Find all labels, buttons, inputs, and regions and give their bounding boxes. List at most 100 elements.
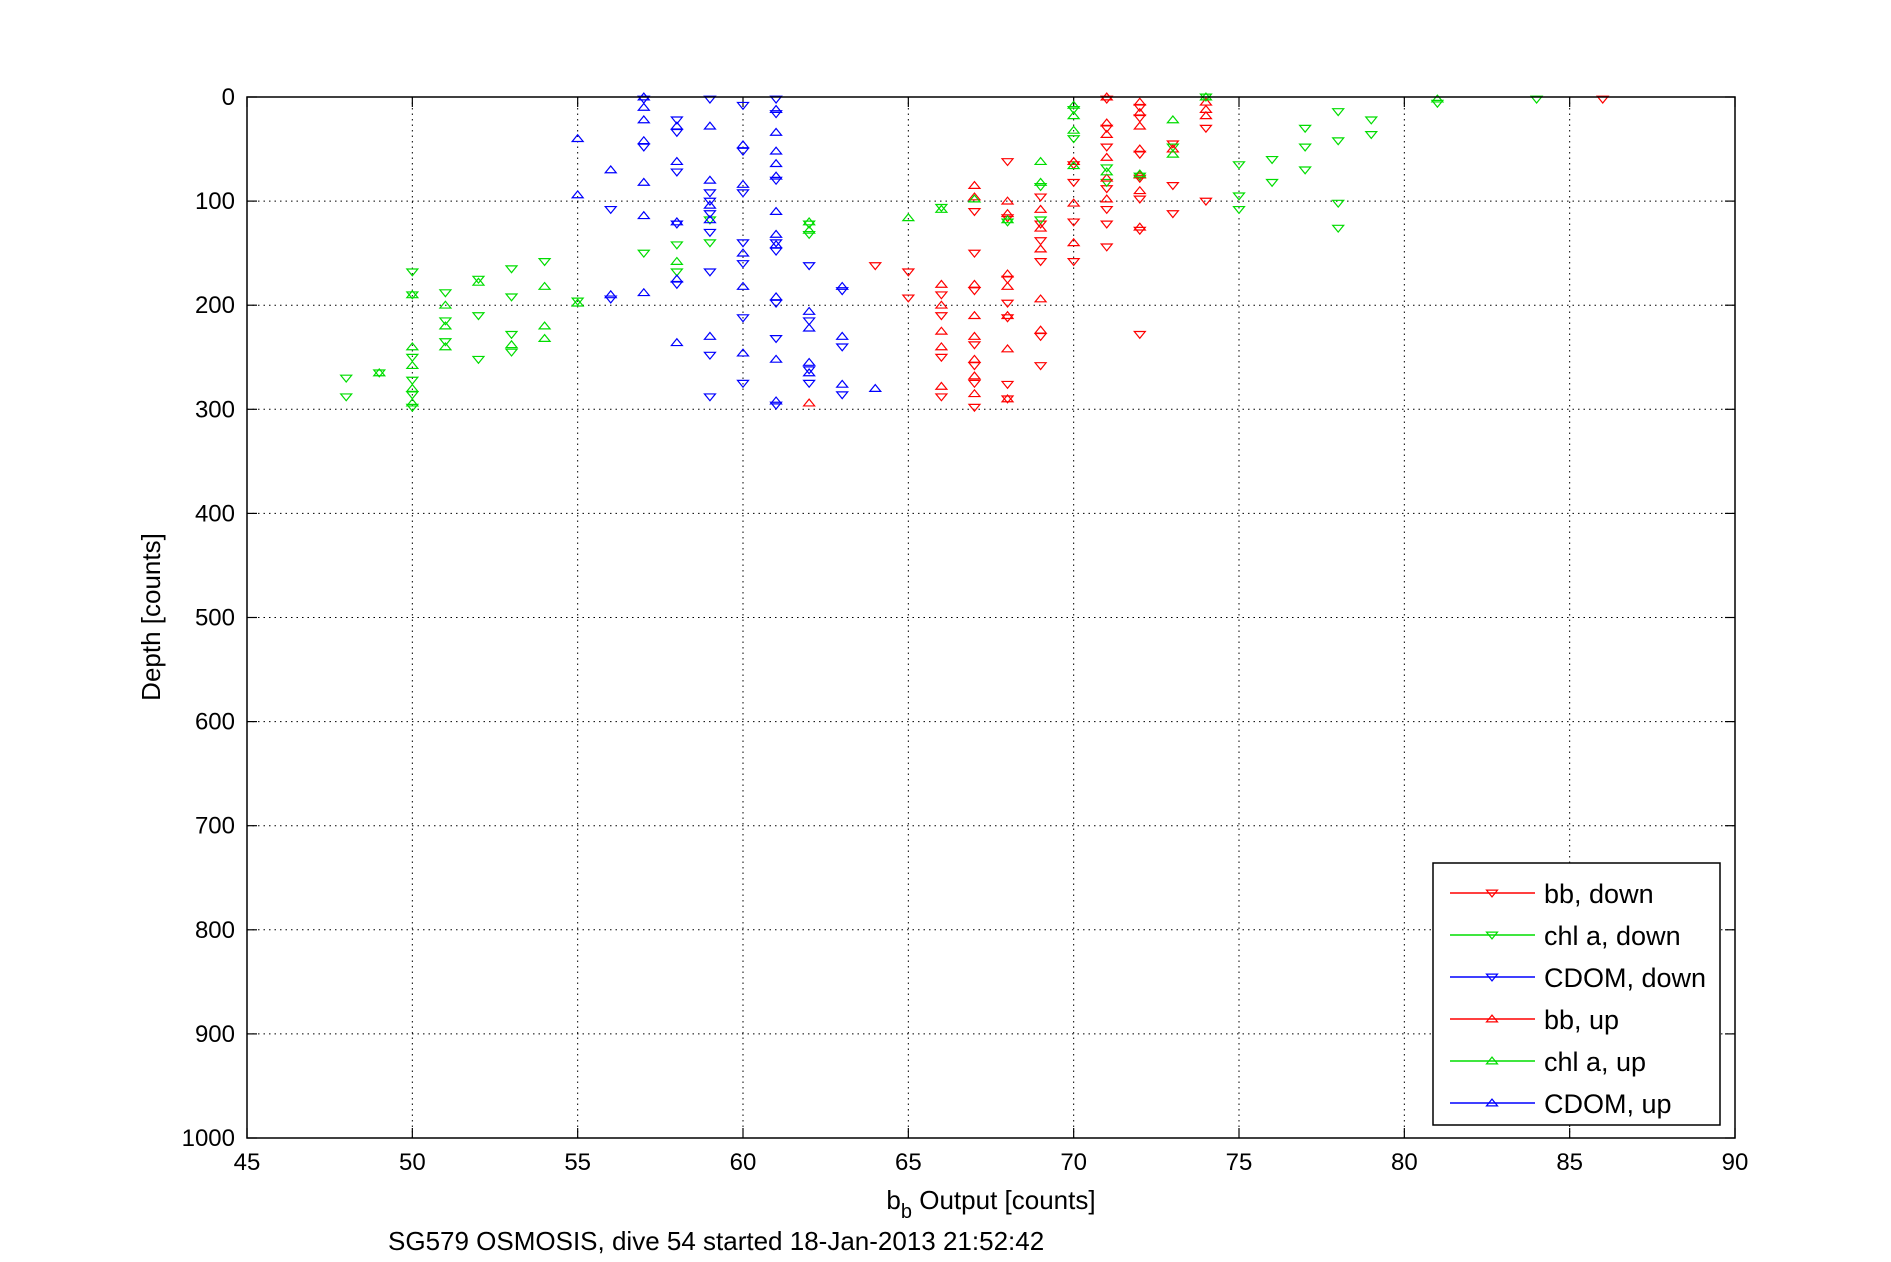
legend-marker [1485, 1098, 1499, 1107]
data-point [835, 281, 849, 290]
data-point [703, 200, 717, 209]
data-point [769, 229, 783, 238]
data-point [637, 115, 651, 124]
data-point [835, 391, 849, 400]
data-point [736, 189, 750, 198]
x-tick-label: 75 [1226, 1149, 1253, 1176]
data-point [1133, 330, 1147, 340]
data-point [802, 323, 816, 332]
data-point [934, 203, 949, 213]
data-point [1331, 108, 1345, 117]
data-point [1066, 178, 1081, 188]
data-point [1232, 192, 1246, 201]
data-point [1099, 243, 1114, 252]
data-point [802, 230, 816, 240]
legend-marker [1485, 1056, 1499, 1065]
x-axis-label: bb Output [counts] [886, 1185, 1095, 1223]
data-point [703, 210, 717, 219]
data-point [1033, 177, 1048, 186]
data-point [703, 228, 717, 238]
data-point [1000, 394, 1015, 403]
data-point [1033, 325, 1048, 334]
data-point [1000, 380, 1015, 390]
data-point [670, 337, 684, 347]
y-tick-label: 1000 [182, 1125, 235, 1152]
data-point [670, 241, 684, 250]
legend-marker [1485, 889, 1499, 898]
y-tick-label: 500 [195, 605, 235, 632]
data-point [1066, 125, 1081, 134]
data-point [670, 274, 684, 283]
data-point [703, 331, 717, 340]
data-point [1066, 135, 1081, 144]
data-point [1066, 218, 1081, 227]
data-point [868, 383, 883, 392]
data-point [769, 354, 783, 363]
data-point [570, 133, 585, 143]
data-point [769, 171, 783, 180]
data-point [438, 341, 453, 351]
data-point [901, 212, 916, 222]
data-point [1331, 224, 1345, 234]
x-axis-label-subscript: b [901, 1201, 912, 1223]
data-point [1033, 156, 1048, 166]
data-point [967, 208, 982, 217]
data-point [802, 306, 816, 315]
y-tick-label: 0 [222, 84, 235, 111]
data-point [934, 204, 949, 213]
x-tick-label: 45 [234, 1149, 261, 1176]
data-point [1099, 167, 1114, 176]
data-point [504, 348, 519, 357]
data-point [703, 95, 717, 104]
data-point [769, 206, 783, 215]
data-point [1000, 158, 1015, 167]
data-point [1232, 161, 1246, 170]
tick-labels: 45 50 55 60 65 70 75 80 85 9001002003004005006007… [182, 84, 1749, 1176]
data-point [1166, 149, 1180, 158]
data-point [504, 265, 519, 274]
y-tick-label: 300 [195, 396, 235, 423]
data-point [1000, 310, 1015, 320]
data-point [1000, 281, 1015, 290]
data-point [1166, 144, 1180, 153]
data-point [1033, 193, 1048, 202]
data-point [1033, 223, 1048, 232]
y-tick-label: 800 [195, 917, 235, 944]
legend-entry: bb, up [1544, 1005, 1619, 1035]
data-point [471, 277, 486, 286]
data-point [405, 383, 420, 392]
caption: SG579 OSMOSIS, dive 54 started 18-Jan-20… [388, 1226, 1044, 1256]
data-point [1331, 137, 1345, 146]
data-point [670, 217, 684, 226]
data-point [1232, 205, 1246, 215]
data-point [736, 348, 750, 357]
data-point [1133, 222, 1147, 231]
legend-entry: chl a, up [1544, 1047, 1646, 1077]
data-point [802, 357, 816, 366]
plot-frame [246, 96, 1736, 1139]
data-point [438, 289, 453, 298]
data-point [1066, 160, 1081, 170]
data-point [1199, 197, 1213, 206]
data-point [537, 321, 552, 330]
data-point [603, 289, 618, 299]
data-point [471, 275, 486, 285]
data-point [1133, 169, 1147, 178]
x-tick-label: 65 [895, 1149, 922, 1176]
data-point [967, 379, 982, 389]
data-point [1265, 155, 1279, 165]
data-point [570, 298, 585, 307]
x-tick-label: 55 [564, 1149, 591, 1176]
data-point [1133, 195, 1147, 204]
data-point [1066, 110, 1081, 120]
data-point [1166, 210, 1180, 219]
data-point [1099, 205, 1114, 215]
data-point [637, 102, 651, 111]
data-point [835, 287, 849, 296]
data-point [670, 256, 684, 265]
legend-marker [1485, 973, 1499, 982]
data-point [1099, 194, 1114, 203]
data-point [1430, 99, 1445, 109]
x-axis-label-main: b [886, 1185, 900, 1215]
data-point [901, 294, 916, 303]
